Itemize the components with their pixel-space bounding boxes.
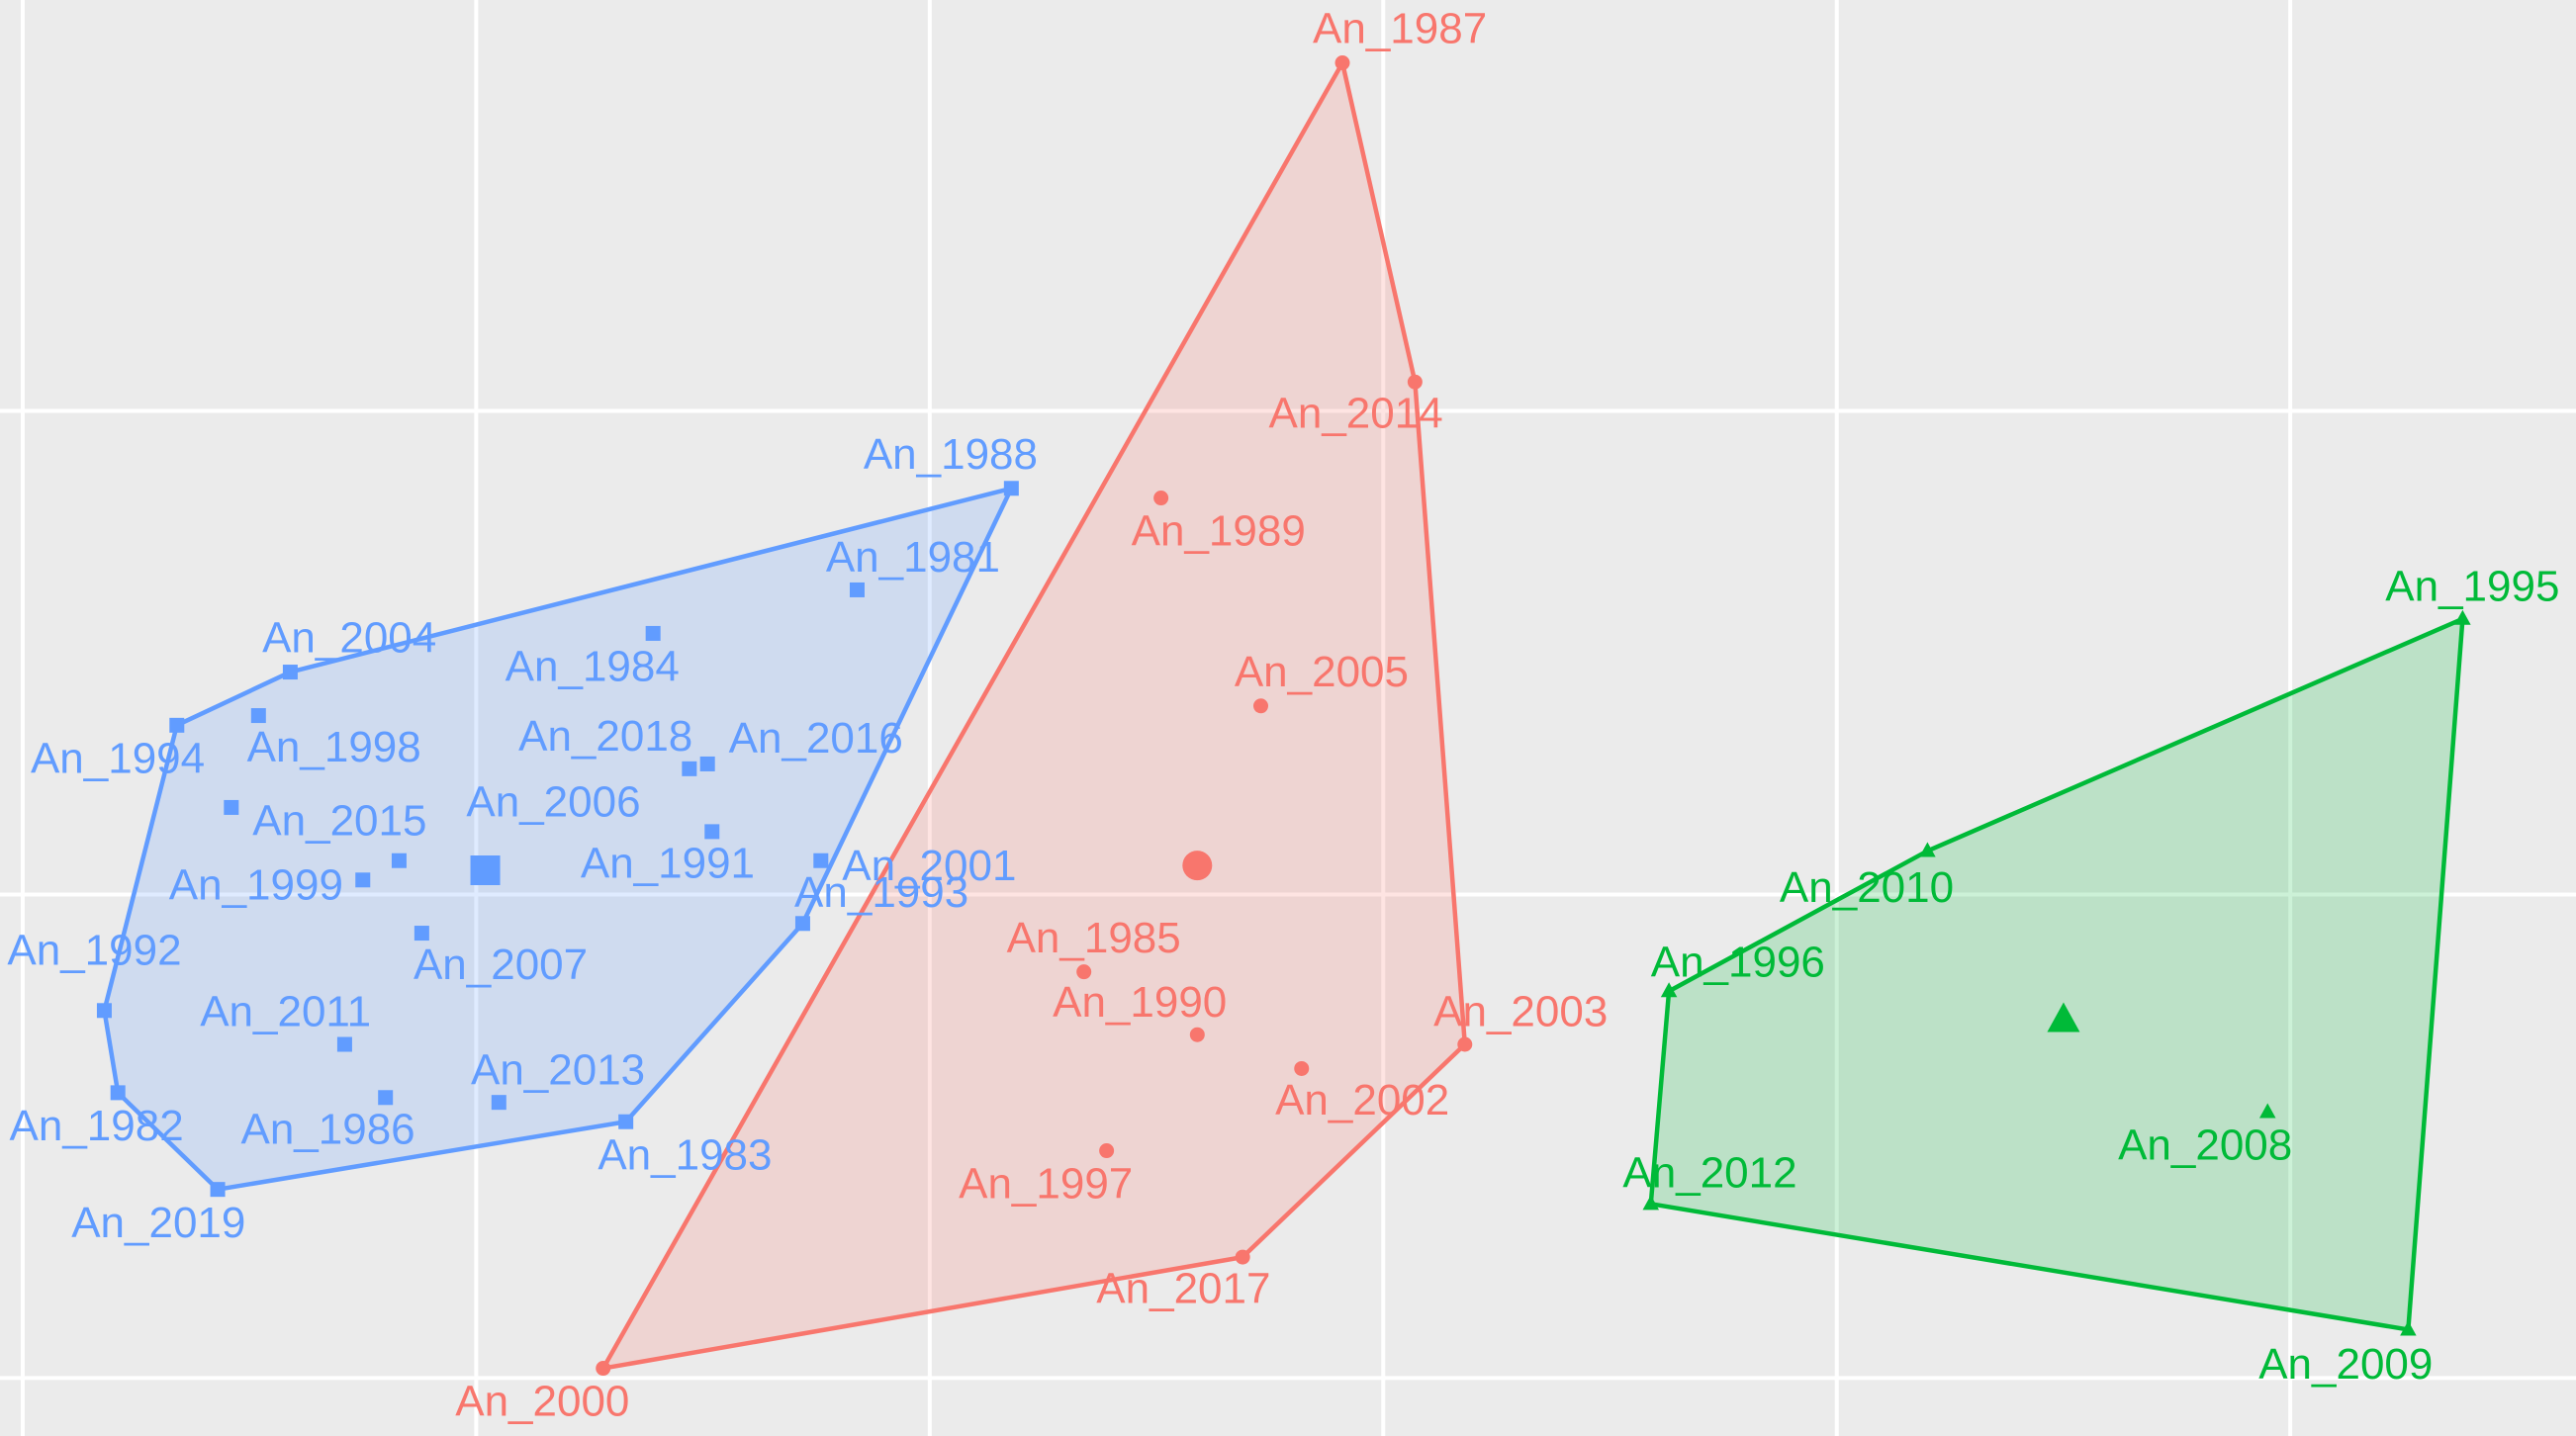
point-label: An_1998	[247, 723, 421, 771]
point-label: An_2001	[842, 842, 1016, 890]
point	[2400, 1320, 2417, 1336]
point-label: An_1993	[794, 868, 968, 917]
point	[1235, 1249, 1250, 1265]
point-label: An_2010	[1780, 863, 1954, 912]
point	[378, 1090, 394, 1106]
point-label: An_1988	[864, 430, 1038, 479]
point-label: An_2006	[466, 777, 640, 826]
point	[282, 665, 298, 680]
point-label: An_2007	[414, 941, 588, 989]
point-label: An_2015	[252, 797, 426, 846]
point	[491, 1095, 506, 1111]
point	[336, 1036, 352, 1052]
point-label: An_2008	[2118, 1122, 2292, 1170]
point	[250, 708, 266, 724]
cluster-hull	[600, 60, 1468, 1371]
point-label: An_1982	[10, 1102, 184, 1150]
point	[391, 853, 407, 868]
point	[645, 625, 661, 641]
point	[1660, 982, 1678, 998]
point-label: An_2013	[471, 1045, 645, 1094]
point-label: An_2018	[518, 712, 692, 761]
point-label: An_2002	[1275, 1076, 1449, 1124]
point	[210, 1182, 226, 1198]
point	[2259, 1103, 2276, 1119]
point	[2454, 609, 2471, 625]
point	[414, 926, 429, 942]
point	[355, 872, 371, 888]
point	[1642, 1195, 1660, 1211]
points	[96, 55, 2471, 1377]
point	[1334, 55, 1350, 71]
point-label: An_2004	[262, 614, 436, 663]
point-label: An_1992	[7, 926, 181, 974]
cluster-hull	[1648, 616, 2465, 1332]
point	[1294, 1060, 1310, 1076]
point-label: An_1986	[240, 1105, 414, 1153]
point-label: An_2011	[200, 988, 371, 1036]
point	[704, 824, 720, 840]
centroid	[1182, 851, 1213, 881]
point-label: An_1981	[826, 533, 1000, 582]
point-label: An_1987	[1313, 5, 1487, 53]
point-label: An_2016	[729, 714, 903, 763]
point	[1457, 1036, 1473, 1052]
point	[1003, 481, 1019, 496]
point	[794, 916, 810, 932]
point-label: An_1989	[1132, 507, 1306, 556]
point-label: An_1990	[1053, 978, 1227, 1027]
hulls	[102, 60, 2465, 1371]
point	[1099, 1143, 1115, 1159]
point	[596, 1361, 611, 1377]
point-label: An_2017	[1096, 1265, 1270, 1313]
point-label: An_2014	[1269, 390, 1443, 438]
centroid	[2047, 1002, 2080, 1032]
point	[1252, 698, 1268, 714]
point-label: An_2019	[71, 1199, 245, 1247]
point	[224, 799, 239, 815]
point	[849, 582, 865, 597]
point	[169, 717, 185, 733]
point	[1919, 842, 1936, 857]
point	[813, 853, 829, 868]
point	[1407, 374, 1423, 390]
point	[96, 1003, 112, 1019]
point	[1076, 964, 1092, 980]
point-label: An_2005	[1235, 648, 1409, 696]
point-label: An_1999	[169, 861, 343, 910]
point-label: An_2009	[2258, 1340, 2433, 1389]
centroid	[470, 855, 501, 885]
point-label: An_1995	[2385, 563, 2559, 611]
point-label: An_1984	[506, 643, 680, 691]
point-label: An_1991	[581, 839, 755, 887]
point-label: An_2003	[1433, 988, 1608, 1036]
point	[699, 756, 715, 771]
point-label: An_1983	[598, 1130, 772, 1179]
point-label: An_1996	[1651, 938, 1825, 986]
point-label: An_2000	[455, 1378, 629, 1426]
point	[1153, 491, 1169, 506]
point-label: An_1997	[959, 1160, 1133, 1209]
point	[618, 1114, 634, 1129]
point	[110, 1085, 126, 1101]
labels: An_1988 An_1981 An_2004 An_1984 An_1994 An_19…	[7, 5, 2559, 1426]
point	[682, 761, 697, 776]
point-label: An_1994	[31, 734, 205, 782]
point-label: An_1985	[1007, 914, 1181, 962]
point	[1189, 1027, 1205, 1042]
point-label: An_2012	[1622, 1149, 1796, 1198]
